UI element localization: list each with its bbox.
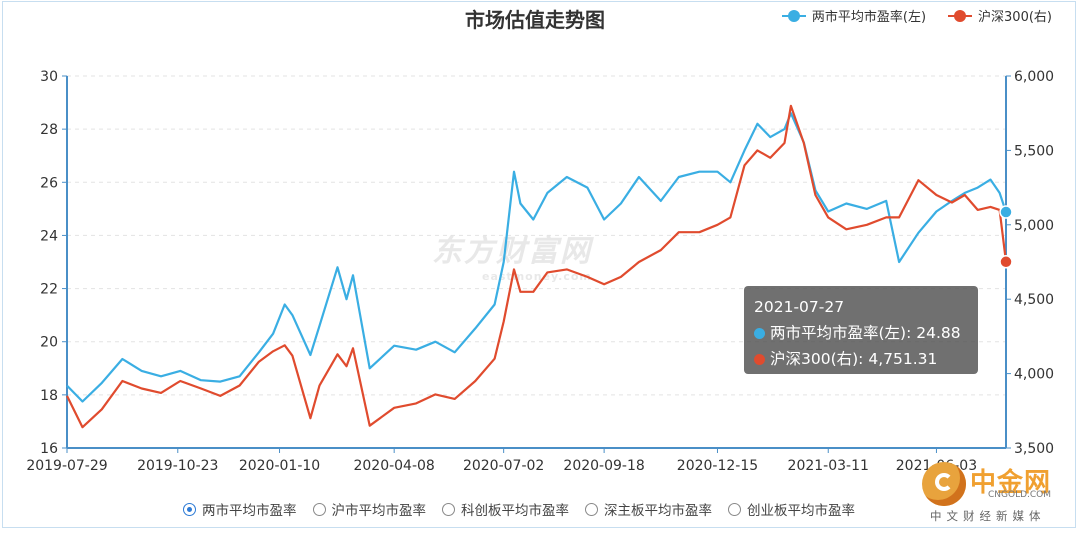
radio-circle[interactable] [183, 502, 196, 516]
radio-sh-pe[interactable]: 沪市平均市盈率 [312, 499, 427, 519]
watermark: 东方财富网 eastmoney.com [432, 226, 592, 283]
radio-label: 科创板平均市盈率 [461, 503, 569, 519]
metric-selector: 两市平均市盈率 沪市平均市盈率 科创板平均市盈率 深主板平均市盈率 创业板平均市… [183, 499, 855, 519]
series-lines [66, 104, 1008, 429]
x-tick-label: 2020-07-02 [463, 458, 544, 474]
radio-label: 创业板平均市盈率 [747, 503, 855, 519]
legend: 两市平均市盈率(左) 沪深300(右) [781, 6, 1052, 25]
logo-domain: CNGOLD.COM [988, 490, 1052, 500]
logo-slogan: 中文财经新媒体 [930, 509, 1046, 523]
y-left-tick-label: 18 [40, 388, 58, 404]
radio-label: 两市平均市盈率 [202, 503, 297, 519]
tooltip-row-hs300: 沪深300(右): 4,751.31 [754, 346, 968, 372]
radio-circle[interactable] [312, 502, 326, 516]
y-right-tick-label: 5,500 [1014, 143, 1054, 159]
y-left-tick-label: 22 [40, 282, 58, 298]
x-tick-label: 2019-10-23 [137, 458, 218, 474]
y-left-tick-label: 24 [40, 228, 58, 244]
tooltip-hs300-dot [754, 353, 765, 365]
legend-pe-label: 两市平均市盈率(左) [811, 10, 927, 25]
x-tick-label: 2021-03-11 [788, 458, 869, 474]
chart-title: 市场估值走势图 [465, 8, 605, 32]
logo-brand: 中金网 [970, 468, 1052, 498]
radio-sz-main-pe[interactable]: 深主板平均市盈率 [585, 499, 712, 519]
tooltip-date: 2021-07-27 [754, 298, 845, 316]
point-marker-pe [999, 205, 1013, 219]
y-left-tick-label: 28 [40, 122, 58, 138]
y-left-tick-label: 26 [40, 175, 58, 191]
radio-chinext-pe[interactable]: 创业板平均市盈率 [728, 499, 855, 519]
series-line-pe [66, 112, 1008, 403]
x-tick-label: 2019-07-29 [26, 458, 107, 474]
logo-mark-icon [922, 462, 966, 506]
tooltip-hs300-text: 沪深300(右): 4,751.31 [770, 350, 938, 368]
y-right-tick-label: 5,000 [1014, 218, 1054, 234]
point-marker-hs300 [999, 255, 1013, 269]
tooltip-row-pe: 两市平均市盈率(左): 24.88 [754, 320, 968, 346]
x-tick-label: 2020-12-15 [677, 458, 758, 474]
y-right-tick-label: 4,500 [1014, 292, 1054, 308]
y-right-tick-label: 6,000 [1014, 69, 1054, 85]
watermark-sub: eastmoney.com [482, 270, 592, 283]
radio-label: 深主板平均市盈率 [604, 503, 712, 519]
tooltip-pe-dot [754, 327, 765, 339]
chart-marks [999, 205, 1013, 269]
radio-circle[interactable] [585, 502, 598, 516]
x-tick-label: 2020-04-08 [353, 458, 434, 474]
radio-circle[interactable] [728, 502, 741, 516]
axes: 16 18 20 22 24 26 28 30 3,500 4,000 4,500 5,000 5,50… [26, 69, 1054, 474]
y-right-tick-label: 4,000 [1014, 367, 1054, 383]
legend-hs300-label: 沪深300(右) [978, 10, 1052, 25]
x-tick-label: 2020-09-18 [563, 458, 644, 474]
radio-circle[interactable] [442, 502, 455, 516]
watermark-main: 东方财富网 [432, 234, 592, 269]
radio-star-pe[interactable]: 科创板平均市盈率 [442, 499, 569, 519]
legend-hs300-marker [948, 9, 973, 23]
legend-item-pe[interactable]: 两市平均市盈率(左) [781, 6, 927, 25]
x-tick-label: 2020-01-10 [239, 458, 320, 474]
y-left-tick-label: 20 [40, 335, 58, 351]
cngold-logo: 中金网 CNGOLD.COM 中文财经新媒体 [922, 460, 1072, 524]
legend-item-hs300[interactable]: 沪深300(右) [948, 6, 1052, 25]
series-line-hs300 [66, 104, 1008, 429]
legend-pe-marker [781, 9, 806, 23]
radio-two-markets-pe[interactable]: 两市平均市盈率 [183, 499, 297, 519]
y-right-tick-label: 3,500 [1014, 441, 1054, 457]
y-left-tick-label: 30 [40, 69, 58, 85]
tooltip: 2021-07-27 两市平均市盈率(左): 24.88 沪深300(右): 4… [744, 286, 978, 374]
radio-label: 沪市平均市盈率 [331, 503, 427, 519]
tooltip-pe-text: 两市平均市盈率(左): 24.88 [770, 324, 961, 342]
y-left-tick-label: 16 [40, 441, 58, 457]
